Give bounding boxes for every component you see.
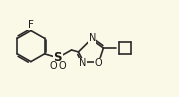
Text: N: N [79,58,86,68]
Text: F: F [28,20,34,30]
Text: O: O [59,61,67,71]
Text: S: S [54,51,62,64]
Text: N: N [89,33,96,43]
Text: O: O [95,58,103,68]
Text: O: O [49,61,57,71]
